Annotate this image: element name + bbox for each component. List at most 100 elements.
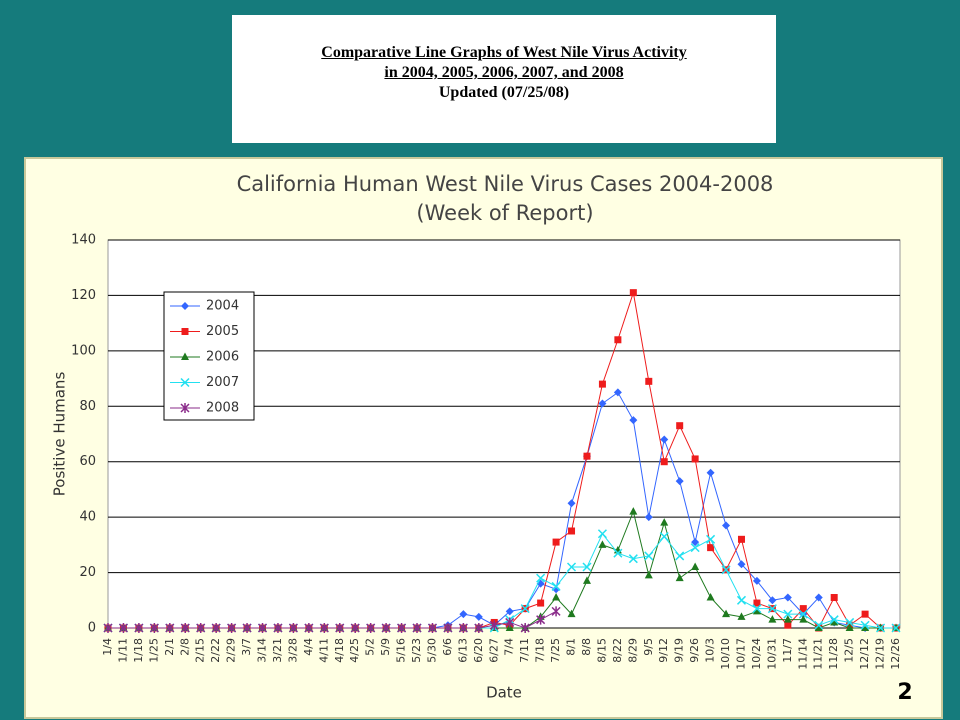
point bbox=[598, 380, 606, 388]
header: Comparative Line Graphs of West Nile Vir… bbox=[232, 15, 776, 143]
point bbox=[644, 570, 653, 579]
point bbox=[783, 609, 793, 619]
point bbox=[675, 551, 685, 561]
point bbox=[211, 623, 221, 633]
point bbox=[118, 623, 128, 633]
legend-label: 2008 bbox=[206, 401, 239, 416]
point bbox=[257, 623, 268, 633]
x-tick-label: 6/20 bbox=[472, 638, 485, 663]
x-tick-label: 5/16 bbox=[395, 638, 408, 663]
x-tick-label: 12/5 bbox=[843, 638, 856, 663]
point bbox=[799, 605, 807, 613]
point bbox=[412, 623, 422, 633]
point bbox=[722, 521, 731, 530]
point bbox=[691, 455, 699, 463]
x-tick-label: 11/21 bbox=[812, 638, 825, 670]
point bbox=[814, 623, 823, 631]
point bbox=[799, 615, 808, 623]
point bbox=[861, 610, 869, 618]
point bbox=[149, 623, 159, 633]
point bbox=[459, 610, 468, 619]
x-tick-label: 12/19 bbox=[874, 638, 887, 670]
point bbox=[659, 532, 669, 542]
legend-label: 2005 bbox=[206, 324, 239, 339]
point bbox=[753, 599, 761, 607]
point bbox=[752, 604, 762, 614]
point bbox=[752, 576, 761, 585]
x-tick-label: 5/30 bbox=[425, 638, 438, 663]
point bbox=[397, 623, 407, 633]
point bbox=[551, 581, 561, 591]
point bbox=[567, 499, 576, 508]
point bbox=[181, 328, 189, 335]
point bbox=[536, 614, 546, 625]
y-tick-label: 120 bbox=[71, 288, 96, 303]
point bbox=[598, 540, 607, 548]
x-tick-label: 4/4 bbox=[302, 638, 315, 656]
point bbox=[288, 623, 298, 633]
x-tick-label: 3/14 bbox=[256, 638, 269, 663]
y-tick-label: 20 bbox=[79, 565, 96, 580]
point bbox=[629, 289, 637, 297]
x-tick-label: 5/2 bbox=[364, 638, 377, 656]
y-tick-label: 140 bbox=[71, 233, 96, 248]
legend-label: 2006 bbox=[206, 350, 239, 365]
chart-subtitle: (Week of Report) bbox=[416, 201, 593, 225]
point bbox=[860, 620, 870, 630]
x-tick-label: 7/4 bbox=[503, 638, 516, 656]
x-tick-label: 7/25 bbox=[549, 638, 562, 663]
x-tick-label: 5/9 bbox=[379, 638, 392, 656]
point bbox=[737, 612, 746, 620]
point bbox=[767, 604, 777, 614]
point bbox=[567, 609, 576, 618]
point bbox=[814, 593, 823, 602]
point bbox=[784, 621, 792, 629]
point bbox=[134, 623, 144, 633]
slide-number: 2 bbox=[897, 680, 912, 705]
point bbox=[645, 377, 653, 385]
point bbox=[706, 593, 715, 601]
x-tick-label: 6/6 bbox=[441, 638, 454, 656]
point bbox=[381, 623, 391, 633]
x-tick-label: 8/8 bbox=[580, 638, 593, 656]
point bbox=[552, 593, 561, 601]
point bbox=[180, 377, 190, 388]
point bbox=[629, 416, 638, 425]
x-tick-label: 4/18 bbox=[333, 638, 346, 663]
point bbox=[273, 623, 283, 633]
y-tick-label: 100 bbox=[71, 343, 96, 358]
point bbox=[737, 560, 746, 569]
x-tick-label: 9/26 bbox=[688, 638, 701, 663]
point bbox=[350, 623, 360, 633]
x-tick-label: 8/29 bbox=[626, 638, 639, 663]
point bbox=[798, 609, 808, 619]
x-tick-label: 3/28 bbox=[286, 638, 299, 663]
header-title: Comparative Line Graphs of West Nile Vir… bbox=[321, 44, 687, 61]
point bbox=[489, 620, 499, 631]
point bbox=[845, 617, 855, 627]
point bbox=[181, 352, 189, 360]
point bbox=[582, 562, 592, 572]
point bbox=[644, 551, 654, 561]
point bbox=[675, 573, 684, 582]
point bbox=[614, 336, 622, 344]
point bbox=[628, 554, 638, 564]
point bbox=[458, 623, 468, 633]
point bbox=[691, 562, 700, 571]
x-tick-label: 10/10 bbox=[719, 638, 732, 670]
x-tick-label: 2/1 bbox=[163, 638, 176, 656]
point bbox=[707, 544, 715, 552]
point bbox=[644, 513, 653, 522]
y-tick-label: 0 bbox=[88, 621, 96, 636]
point bbox=[783, 593, 792, 602]
y-axis-label: Positive Humans bbox=[51, 372, 69, 497]
x-tick-label: 9/19 bbox=[673, 638, 686, 663]
point bbox=[598, 399, 607, 408]
x-axis-label: Date bbox=[486, 684, 522, 702]
point bbox=[660, 518, 669, 526]
x-tick-label: 8/15 bbox=[595, 638, 608, 663]
x-tick-label: 7/11 bbox=[518, 638, 531, 663]
y-tick-label: 60 bbox=[79, 454, 96, 469]
x-tick-label: 4/25 bbox=[348, 638, 361, 663]
point bbox=[691, 538, 700, 547]
